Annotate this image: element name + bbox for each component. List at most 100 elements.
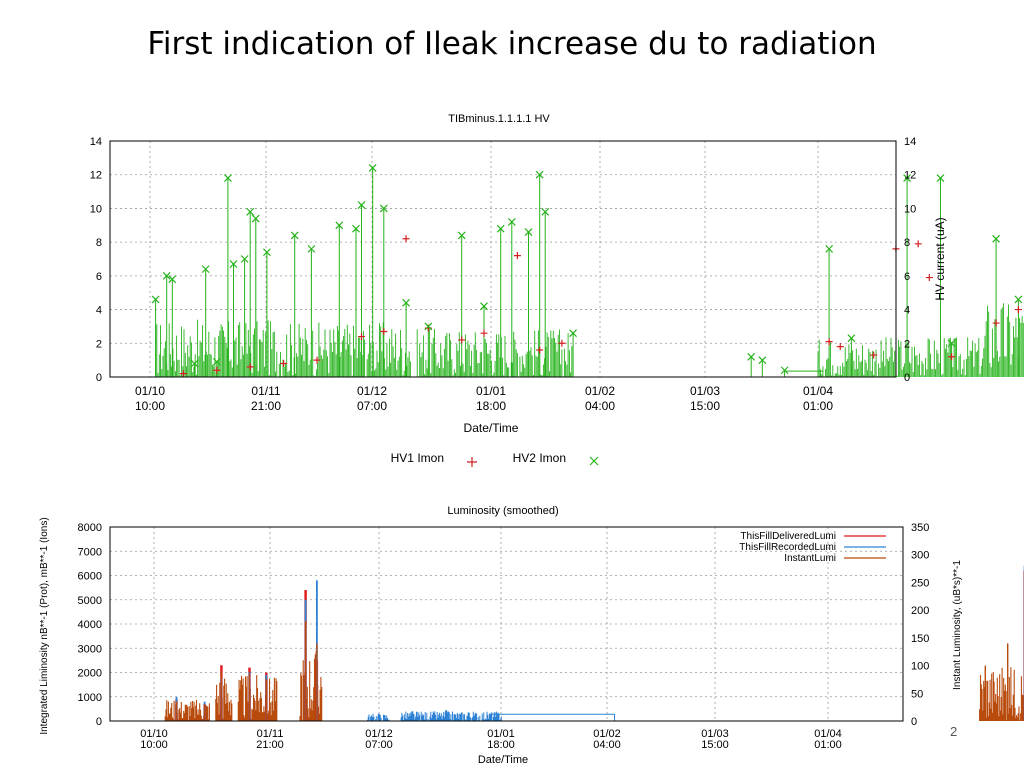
- hv1-point: [213, 366, 221, 374]
- lumi-x-tick-label: 01/02: [593, 728, 621, 740]
- hv2-point: [847, 334, 856, 343]
- hv1-point: [914, 240, 922, 248]
- hv2-point: [496, 224, 505, 233]
- hv2-point: [992, 234, 1001, 243]
- lumi-y2-tick-label: 200: [911, 605, 929, 617]
- slide-title: First indication of Ileak increase du to…: [147, 26, 877, 62]
- hv2-point: [825, 244, 834, 253]
- hv2-point: [747, 352, 756, 361]
- hv-legend: HV1 Imon HV2 Imon: [391, 451, 599, 467]
- instant-lumi-burst: [164, 699, 210, 721]
- hv-x-tick-label: 01/12: [357, 384, 387, 398]
- hv1-point: [558, 339, 566, 347]
- hv-y2-tick-label: 12: [904, 170, 916, 182]
- hv2-point: [240, 255, 249, 263]
- hv-x-tick-label: 01/03: [690, 384, 720, 398]
- hv-y2-tick-label: 2: [904, 338, 910, 350]
- lumi-chart-title: Luminosity (smoothed): [447, 505, 558, 517]
- lumi-y-tick-label: 2000: [78, 668, 102, 680]
- hv2-point: [224, 174, 232, 183]
- hv-x-tick-label: 07:00: [357, 399, 387, 413]
- lumi-y2-tick-label: 150: [911, 633, 929, 645]
- hv-y-tick-label: 2: [96, 338, 102, 350]
- hv-y2-tick-label: 8: [904, 237, 910, 249]
- hv-x-tick-label: 10:00: [135, 399, 165, 413]
- lumi-x-axis-label: Date/Time: [478, 754, 528, 766]
- hv-legend-plus-marker: [467, 457, 477, 467]
- lumi-legend-label: ThisFillRecordedLumi: [739, 542, 836, 553]
- hv-chart-title: TIBminus.1.1.1.1 HV: [448, 113, 550, 125]
- hv2-point: [335, 221, 344, 230]
- hv-x-tick-label: 15:00: [690, 399, 720, 413]
- hv-current-chart: TIBminus.1.1.1.1 HV 0 0 2 2 4 4 6 6 8 8 10 10 12 12 14…: [90, 113, 1024, 467]
- hv2-point: [168, 275, 177, 284]
- hv2-point: [903, 174, 911, 183]
- lumi-y-tick-label: 4000: [78, 619, 102, 631]
- hv-y-tick-label: 4: [96, 305, 102, 317]
- hv1-point: [358, 333, 366, 341]
- hv1-point: [870, 351, 878, 359]
- lumi-y2-tick-label: 100: [911, 661, 929, 673]
- hv2-point: [457, 231, 466, 240]
- hv-y2-tick-label: 4: [904, 305, 910, 317]
- hv2-point: [758, 356, 767, 365]
- hv2-point: [162, 271, 171, 280]
- instant-lumi-spikes: [175, 571, 1024, 721]
- hv2-point: [201, 265, 210, 274]
- hv-x-tick-label: 01/01: [476, 384, 506, 398]
- hv2-point: [524, 228, 533, 236]
- lumi-x-tick-label: 04:00: [593, 739, 621, 751]
- lumi-legend-label: ThisFillDeliveredLumi: [740, 531, 836, 542]
- lumi-plot-frame: [109, 526, 904, 722]
- lumi-x-tick-label: 07:00: [365, 739, 393, 751]
- instant-lumi-burst: [237, 675, 278, 721]
- hv-legend-x-marker: [589, 456, 599, 466]
- hv2-point: [402, 298, 410, 307]
- lumi-x-tick-label: 18:00: [487, 739, 515, 751]
- hv1-point: [925, 274, 933, 282]
- lumi-y2-tick-label: 50: [911, 688, 923, 700]
- hv1-point: [992, 319, 1000, 327]
- hv1-point: [948, 353, 956, 361]
- lumi-y-tick-label: 7000: [78, 546, 102, 558]
- hv2-point: [357, 201, 366, 209]
- hv-legend-label: HV1 Imon: [391, 451, 444, 465]
- hv-x-tick-label: 01/04: [803, 384, 833, 398]
- lumi-x-tick-label: 01:00: [814, 739, 842, 751]
- hv2-point: [535, 170, 544, 179]
- hv-y-tick-label: 0: [96, 372, 102, 384]
- hv2-point: [190, 359, 199, 368]
- page-number: 2: [950, 724, 958, 739]
- hv1-point: [1014, 306, 1022, 314]
- instant-lumi-burst: [299, 651, 323, 721]
- hv-y-tick-label: 10: [90, 203, 102, 215]
- hv-y2-tick-label: 0: [904, 372, 910, 384]
- hv-y2-axis-label: HV current (uA): [933, 217, 947, 300]
- hv1-point: [836, 343, 844, 351]
- hv2-point: [569, 329, 577, 338]
- hv2-spikes: [155, 168, 1019, 377]
- hv-y2-tick-label: 10: [904, 203, 916, 215]
- hv2-point: [424, 322, 433, 331]
- hv-x-tick-label: 04:00: [585, 399, 615, 413]
- hv2-point: [541, 207, 550, 216]
- lumi-y-tick-label: 1000: [78, 692, 102, 704]
- lumi-y-axis-label: Integrated Liminosity nB**-1 (Prot), mB*…: [39, 517, 50, 734]
- recorded-lumi-burst: [400, 711, 502, 721]
- lumi-legend: ThisFillDeliveredLumiThisFillRecordedLum…: [739, 531, 886, 564]
- hv2-point: [947, 339, 956, 348]
- instant-lumi-burst: [979, 667, 1024, 721]
- instant-lumi-burst: [215, 678, 233, 721]
- lumi-y-tick-label: 5000: [78, 595, 102, 607]
- hv2-point: [780, 366, 789, 375]
- hv2-point: [262, 248, 271, 257]
- lumi-x-tick-label: 21:00: [256, 739, 284, 751]
- hv2-point: [307, 244, 316, 253]
- hv1-point: [313, 356, 321, 364]
- hv-x-tick-label: 21:00: [251, 399, 281, 413]
- hv1-point: [458, 336, 466, 344]
- hv2-activity-band: [155, 303, 1024, 377]
- hv2-point: [251, 214, 260, 223]
- hv1-point: [380, 327, 388, 335]
